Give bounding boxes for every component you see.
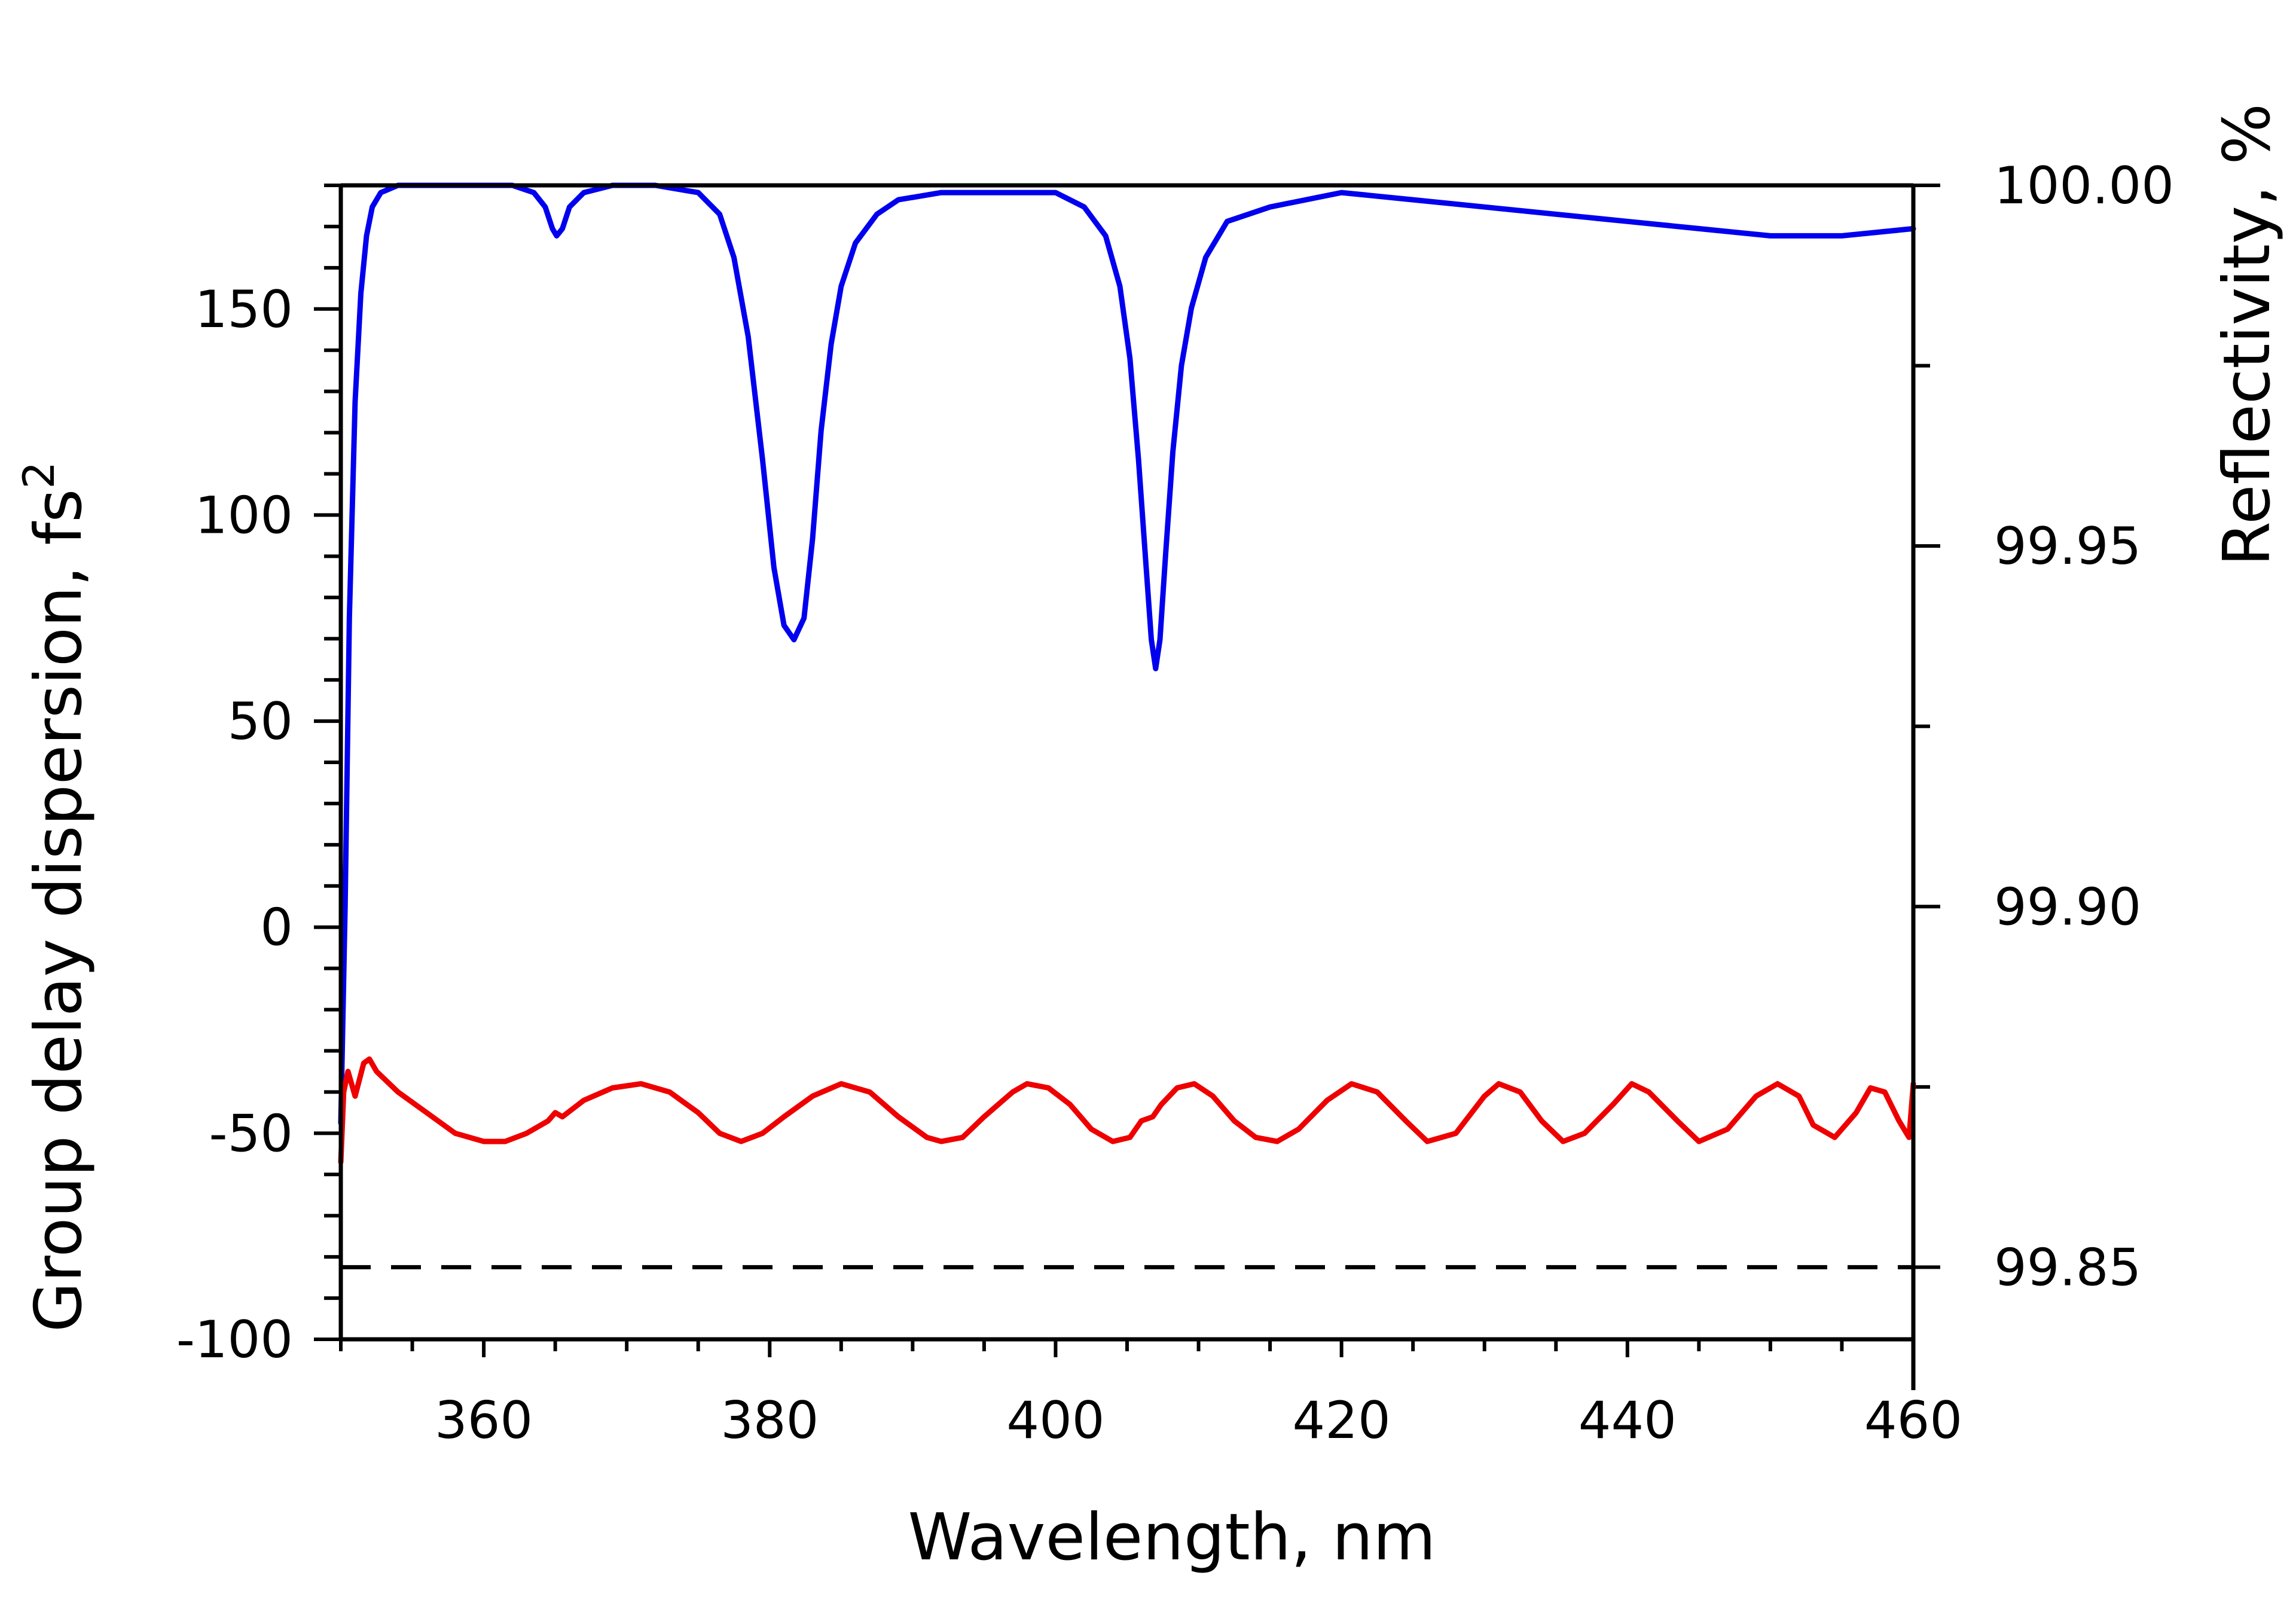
right-y-tick-label: 99.95 (1994, 517, 2141, 576)
reflectivity-series-line (338, 182, 1916, 1126)
x-axis-title: Wavelength, nm (908, 1500, 1436, 1575)
gdd-series-line (338, 1056, 1916, 1165)
right-y-axis-title: Reflectivity, % (2210, 103, 2285, 566)
left-y-axis-title-superscript: 2 (14, 462, 64, 489)
right-y-tick-label: 99.90 (1994, 877, 2141, 937)
series-layer (338, 182, 1916, 1269)
left-y-tick-label: 0 (260, 898, 293, 958)
left-y-tick-label: -50 (209, 1104, 293, 1164)
right-y-tick-label: 100.00 (1994, 156, 2174, 216)
left-y-axis-ticks: -100 -50 0 50 100 150 (176, 184, 341, 1370)
x-axis-ticks: 360 380 400 420 440 460 (339, 1339, 1962, 1451)
x-tick-label: 380 (720, 1391, 819, 1451)
plot-frame (338, 183, 1916, 1390)
left-y-tick-label: 50 (228, 692, 293, 752)
left-y-axis-title: Group delay dispersion, fs2 (14, 462, 96, 1332)
x-tick-label: 400 (1006, 1391, 1104, 1451)
x-tick-label: 360 (435, 1391, 533, 1451)
left-y-tick-label: -100 (176, 1310, 293, 1370)
x-tick-label: 440 (1578, 1391, 1677, 1451)
x-tick-label: 420 (1293, 1391, 1391, 1451)
right-y-axis-ticks: 99.85 99.90 99.95 100.00 (1913, 156, 2174, 1297)
left-y-axis-title-text: Group delay dispersion, fs (22, 489, 96, 1333)
left-y-tick-label: 150 (195, 280, 293, 340)
x-tick-label: 460 (1864, 1391, 1962, 1451)
right-y-tick-label: 99.85 (1994, 1238, 2141, 1297)
left-y-tick-label: 100 (195, 486, 293, 545)
